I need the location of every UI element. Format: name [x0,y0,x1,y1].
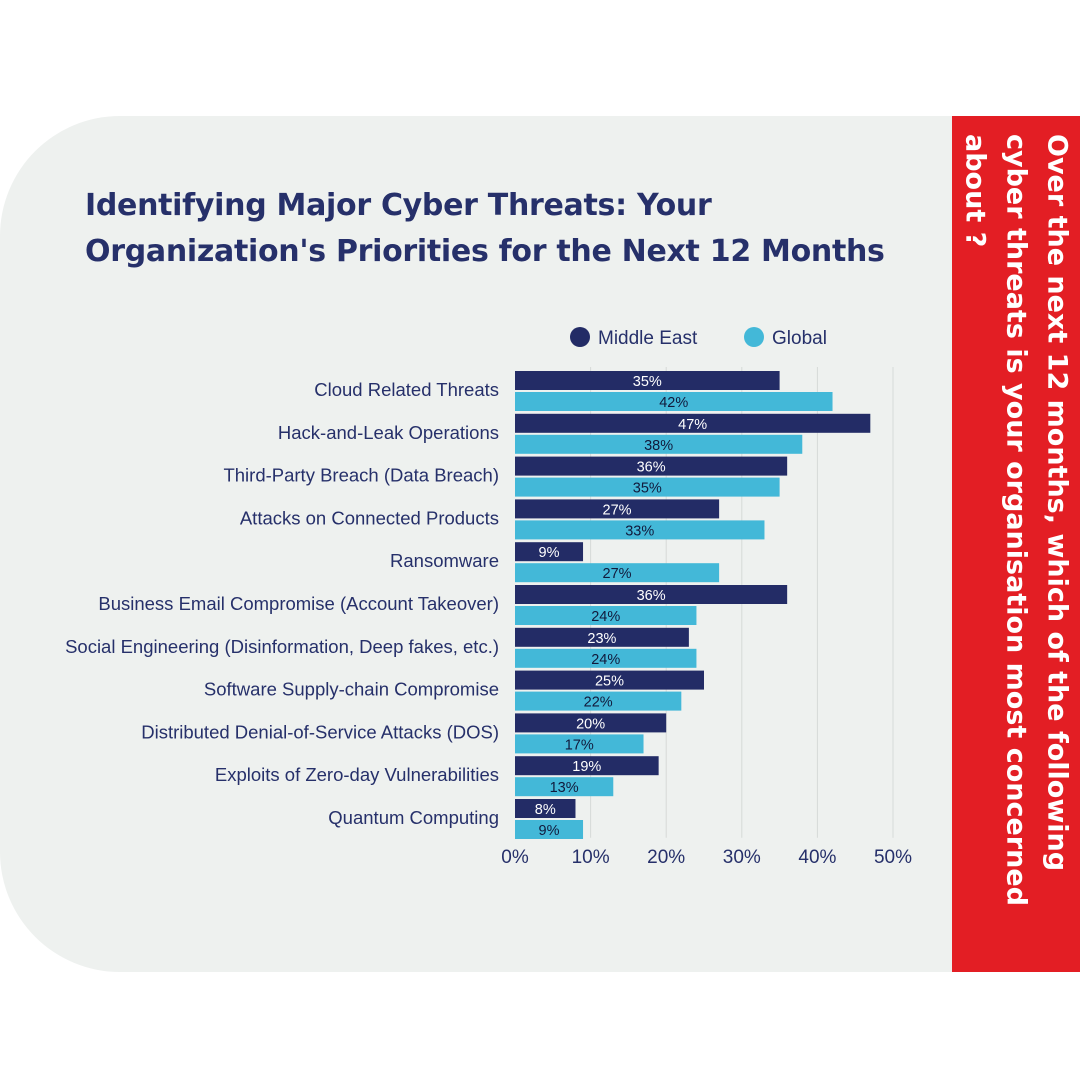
category-label: Distributed Denial-of-Service Attacks (D… [141,721,499,742]
category-label: Hack-and-Leak Operations [278,422,499,443]
bar-middle-east [515,670,704,690]
x-tick-label: 10% [572,847,610,868]
chart-title: Identifying Major Cyber Threats: Your Or… [85,188,885,269]
bar-global [515,648,697,668]
data-label: 24% [591,609,620,625]
data-label: 36% [637,588,666,604]
bar-global [515,392,833,411]
bar-global [515,606,697,625]
data-label: 35% [633,481,662,497]
category-label: Social Engineering (Disinformation, Deep… [65,636,499,657]
bar-global [515,820,584,839]
bars: 35%42%47%38%36%35%27%33%9%27%36%24%23%24… [515,371,871,839]
bar-middle-east [515,799,576,818]
legend-marker-global [744,327,764,347]
x-tick-label: 0% [501,847,529,868]
bar-middle-east [515,499,720,519]
data-label: 13% [550,780,579,796]
x-axis-ticks: 0% 10% 20% 30% 40% 50% [501,847,912,868]
data-label: 25% [595,674,624,690]
category-label: Ransomware [390,550,499,571]
data-label: 9% [539,823,560,839]
bar-global [515,734,644,754]
data-label: 35% [633,374,662,390]
legend-marker-middle-east [570,327,590,347]
x-tick-label: 50% [874,847,912,868]
category-label: Quantum Computing [328,807,499,828]
bar-global [515,691,682,711]
x-tick-label: 40% [798,847,836,868]
data-label: 20% [576,716,605,732]
category-label: Exploits of Zero-day Vulnerabilities [215,764,499,785]
data-label: 17% [565,737,594,753]
data-label: 22% [584,695,613,711]
data-label: 47% [678,417,707,433]
bar-middle-east [515,371,780,390]
category-label: Attacks on Connected Products [240,507,499,528]
data-label: 38% [644,438,673,454]
question-sidebar: Over the next 12 months, which of the fo… [952,116,1080,972]
legend: Middle East Global [570,327,827,349]
bar-middle-east [515,413,871,433]
data-label: 36% [637,460,666,476]
category-label: Cloud Related Threats [314,379,499,400]
chart-panel [0,116,952,972]
data-label: 9% [539,545,560,561]
data-label: 8% [535,802,556,818]
data-label: 42% [659,395,688,411]
data-label: 33% [625,523,654,539]
bar-global [515,777,614,797]
bar-middle-east [515,713,667,733]
bar-global [515,520,765,540]
category-label: Software Supply-chain Compromise [204,679,499,700]
category-label: Business Email Compromise (Account Takeo… [98,593,499,614]
bar-middle-east [515,456,788,476]
bar-middle-east [515,542,584,562]
survey-question: Over the next 12 months, which of the fo… [959,134,1073,906]
legend-label: Global [772,328,827,349]
data-label: 19% [572,759,601,775]
bar-global [515,477,780,497]
data-label: 23% [587,631,616,647]
bar-global [515,434,803,454]
bar-global [515,563,720,583]
data-label: 27% [603,566,632,582]
data-label: 24% [591,652,620,668]
x-tick-label: 20% [647,847,685,868]
legend-label: Middle East [598,328,698,349]
bar-middle-east [515,627,689,647]
category-labels: Cloud Related Threats Hack-and-Leak Opera… [65,379,499,828]
x-tick-label: 30% [723,847,761,868]
bar-middle-east [515,585,788,604]
bar-middle-east [515,756,659,776]
data-label: 27% [603,502,632,518]
bar-chart: Middle East Global Cloud Related Threats H… [65,327,912,868]
category-label: Third-Party Breach (Data Breach) [223,465,499,486]
